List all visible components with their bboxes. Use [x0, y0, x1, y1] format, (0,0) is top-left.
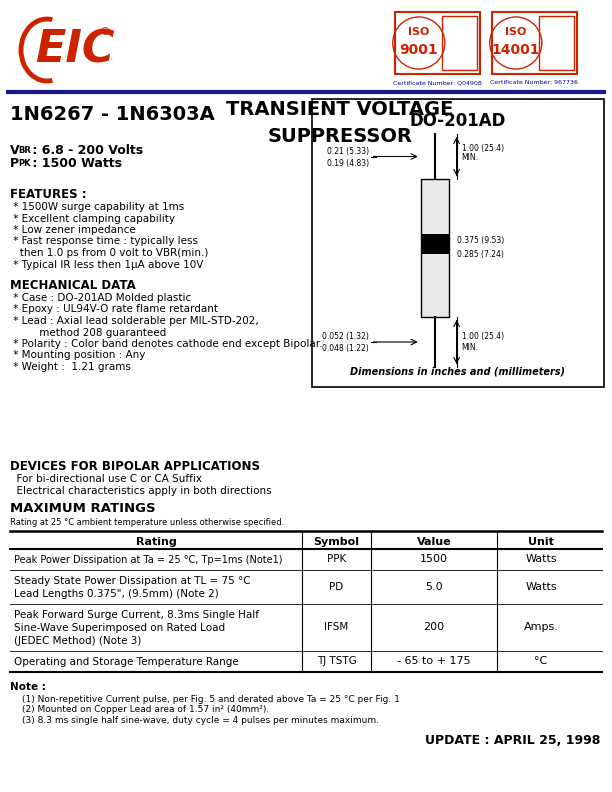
Text: PPK: PPK [327, 554, 346, 565]
Text: IFSM: IFSM [324, 623, 349, 633]
Bar [395, 12, 480, 74]
Text: 14001: 14001 [491, 43, 540, 57]
Text: Operating and Storage Temperature Range: Operating and Storage Temperature Range [14, 657, 239, 667]
Text: method 208 guaranteed: method 208 guaranteed [10, 328, 166, 337]
Text: 1N6267 - 1N6303A: 1N6267 - 1N6303A [10, 105, 215, 124]
Text: PD: PD [329, 582, 343, 592]
Text: * Excellent clamping capability: * Excellent clamping capability [10, 214, 175, 223]
Text: EIC: EIC [35, 29, 115, 71]
Text: P: P [10, 157, 19, 170]
Text: 0.048 (1.22): 0.048 (1.22) [322, 345, 368, 353]
Text: * Mounting position : Any: * Mounting position : Any [10, 351, 146, 360]
Text: * Typical IR less then 1μA above 10V: * Typical IR less then 1μA above 10V [10, 260, 203, 269]
Text: MIN.: MIN. [461, 342, 479, 352]
Text: V: V [10, 144, 20, 157]
Text: * Case : DO-201AD Molded plastic: * Case : DO-201AD Molded plastic [10, 293, 191, 303]
Text: * Weight :  1.21 grams: * Weight : 1.21 grams [10, 362, 131, 372]
Text: MAXIMUM RATINGS: MAXIMUM RATINGS [10, 502, 155, 515]
Text: 0.375 (9.53): 0.375 (9.53) [457, 235, 504, 245]
Text: (3) 8.3 ms single half sine-wave, duty cycle = 4 pulses per minutes maximum.: (3) 8.3 ms single half sine-wave, duty c… [22, 716, 379, 725]
Text: Unit: Unit [528, 537, 554, 547]
Text: 0.285 (7.24): 0.285 (7.24) [457, 249, 504, 258]
Text: 1500: 1500 [420, 554, 448, 565]
Bar [539, 16, 575, 70]
Bar [420, 179, 449, 317]
Text: DEVICES FOR BIPOLAR APPLICATIONS: DEVICES FOR BIPOLAR APPLICATIONS [10, 460, 260, 473]
Text: Amps.: Amps. [524, 623, 559, 633]
Text: Watts: Watts [525, 554, 557, 565]
Text: : 1500 Watts: : 1500 Watts [28, 157, 122, 170]
Text: Peak Forward Surge Current, 8.3ms Single Half: Peak Forward Surge Current, 8.3ms Single… [14, 610, 259, 620]
Text: Value: Value [417, 537, 451, 547]
Text: (JEDEC Method) (Note 3): (JEDEC Method) (Note 3) [14, 636, 141, 646]
Text: 5.0: 5.0 [425, 582, 442, 592]
Text: FEATURES :: FEATURES : [10, 188, 87, 201]
Text: ISO: ISO [505, 27, 526, 37]
Text: 200: 200 [424, 623, 444, 633]
Text: 0.052 (1.32): 0.052 (1.32) [322, 333, 368, 341]
Text: - 65 to + 175: - 65 to + 175 [397, 657, 471, 667]
Text: * 1500W surge capability at 1ms: * 1500W surge capability at 1ms [10, 202, 184, 212]
Text: Symbol: Symbol [313, 537, 359, 547]
Text: Note :: Note : [10, 682, 46, 692]
Text: (1) Non-repetitive Current pulse, per Fig. 5 and derated above Ta = 25 °C per Fi: (1) Non-repetitive Current pulse, per Fi… [22, 695, 400, 704]
Text: Sine-Wave Superimposed on Rated Load: Sine-Wave Superimposed on Rated Load [14, 623, 225, 633]
Text: UPDATE : APRIL 25, 1998: UPDATE : APRIL 25, 1998 [425, 734, 600, 748]
Text: Rating at 25 °C ambient temperature unless otherwise specified.: Rating at 25 °C ambient temperature unle… [10, 518, 284, 527]
Text: For bi-directional use C or CA Suffix: For bi-directional use C or CA Suffix [10, 474, 202, 484]
Text: 1.00 (25.4): 1.00 (25.4) [461, 333, 504, 341]
Text: 0.21 (5.33): 0.21 (5.33) [327, 147, 368, 156]
Text: * Polarity : Color band denotes cathode end except Bipolar.: * Polarity : Color band denotes cathode … [10, 339, 323, 349]
Text: DO-201AD: DO-201AD [410, 112, 506, 130]
Bar [312, 99, 604, 387]
Text: TRANSIENT VOLTAGE
SUPPRESSOR: TRANSIENT VOLTAGE SUPPRESSOR [226, 100, 453, 146]
Text: 1.00 (25.4): 1.00 (25.4) [461, 143, 504, 153]
Text: MIN.: MIN. [461, 154, 479, 162]
Text: * Fast response time : typically less: * Fast response time : typically less [10, 237, 198, 246]
Text: * Lead : Axial lead solderable per MIL-STD-202,: * Lead : Axial lead solderable per MIL-S… [10, 316, 259, 326]
Text: °C: °C [534, 657, 548, 667]
Text: PK: PK [18, 159, 31, 168]
Bar [442, 16, 477, 70]
Text: then 1.0 ps from 0 volt to VBR(min.): then 1.0 ps from 0 volt to VBR(min.) [10, 248, 208, 258]
Text: (2) Mounted on Copper Lead area of 1.57 in² (40mm²).: (2) Mounted on Copper Lead area of 1.57 … [22, 706, 269, 714]
Text: TJ TSTG: TJ TSTG [316, 657, 356, 667]
Text: Steady State Power Dissipation at TL = 75 °C: Steady State Power Dissipation at TL = 7… [14, 576, 251, 586]
Text: 0.19 (4.83): 0.19 (4.83) [327, 159, 368, 168]
Text: Certificate Number: 967736: Certificate Number: 967736 [490, 81, 578, 86]
Bar [420, 234, 449, 254]
Text: Certificate Number: Q04908: Certificate Number: Q04908 [393, 81, 482, 86]
Text: ®: ® [100, 27, 111, 37]
Text: Dimensions in inches and (millimeters): Dimensions in inches and (millimeters) [351, 367, 565, 377]
Text: Peak Power Dissipation at Ta = 25 °C, Tp=1ms (Note1): Peak Power Dissipation at Ta = 25 °C, Tp… [14, 555, 283, 565]
Text: Electrical characteristics apply in both directions: Electrical characteristics apply in both… [10, 485, 272, 496]
Text: ISO: ISO [408, 27, 430, 37]
Text: MECHANICAL DATA: MECHANICAL DATA [10, 279, 136, 292]
Text: Watts: Watts [525, 582, 557, 592]
Bar [492, 12, 577, 74]
Text: : 6.8 - 200 Volts: : 6.8 - 200 Volts [28, 144, 143, 157]
Text: * Epoxy : UL94V-O rate flame retardant: * Epoxy : UL94V-O rate flame retardant [10, 304, 218, 314]
Text: Rating: Rating [136, 537, 177, 547]
Text: * Low zener impedance: * Low zener impedance [10, 225, 136, 235]
Text: BR: BR [18, 146, 31, 155]
Text: 9001: 9001 [400, 43, 438, 57]
Text: Lead Lengths 0.375", (9.5mm) (Note 2): Lead Lengths 0.375", (9.5mm) (Note 2) [14, 589, 218, 599]
